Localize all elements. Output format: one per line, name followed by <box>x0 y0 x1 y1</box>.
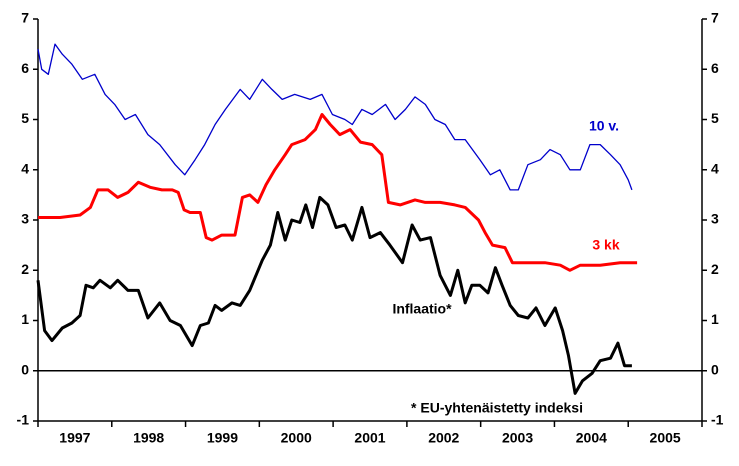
x-tick-label: 2004 <box>576 430 607 446</box>
series-label: 10 v. <box>589 118 619 134</box>
y-tick-label: 4 <box>21 160 29 176</box>
series-label: 3 kk <box>592 237 619 253</box>
y2-tick-label: 0 <box>711 361 719 377</box>
y-tick-label: -1 <box>17 412 30 428</box>
x-tick-label: 1998 <box>133 430 164 446</box>
series-label: Inflaatio* <box>392 301 452 317</box>
x-tick-label: 2001 <box>354 430 385 446</box>
y2-tick-label: -1 <box>711 412 724 428</box>
y-tick-label: 2 <box>21 261 29 277</box>
x-tick-label: 2005 <box>650 430 681 446</box>
x-tick-label: 2000 <box>281 430 312 446</box>
y-tick-label: 5 <box>21 110 29 126</box>
y2-tick-label: 6 <box>711 60 719 76</box>
annotation: * EU-yhtenäistetty indeksi <box>411 400 583 416</box>
y2-tick-label: 1 <box>711 311 719 327</box>
y2-tick-label: 7 <box>711 10 719 26</box>
y2-tick-label: 2 <box>711 261 719 277</box>
x-tick-label: 1999 <box>207 430 238 446</box>
y2-tick-label: 4 <box>711 160 719 176</box>
x-tick-label: 1997 <box>59 430 90 446</box>
line-series <box>36 195 632 395</box>
x-tick-label: 2003 <box>502 430 533 446</box>
line-series <box>37 43 633 191</box>
y-tick-label: 0 <box>21 361 29 377</box>
y2-tick-label: 5 <box>711 110 719 126</box>
line-series <box>38 113 638 272</box>
y-tick-label: 6 <box>21 60 29 76</box>
x-tick-label: 2002 <box>428 430 459 446</box>
y-tick-label: 1 <box>21 311 29 327</box>
y-tick-label: 3 <box>21 211 29 227</box>
y2-tick-label: 3 <box>711 211 719 227</box>
y-tick-label: 7 <box>21 10 29 26</box>
